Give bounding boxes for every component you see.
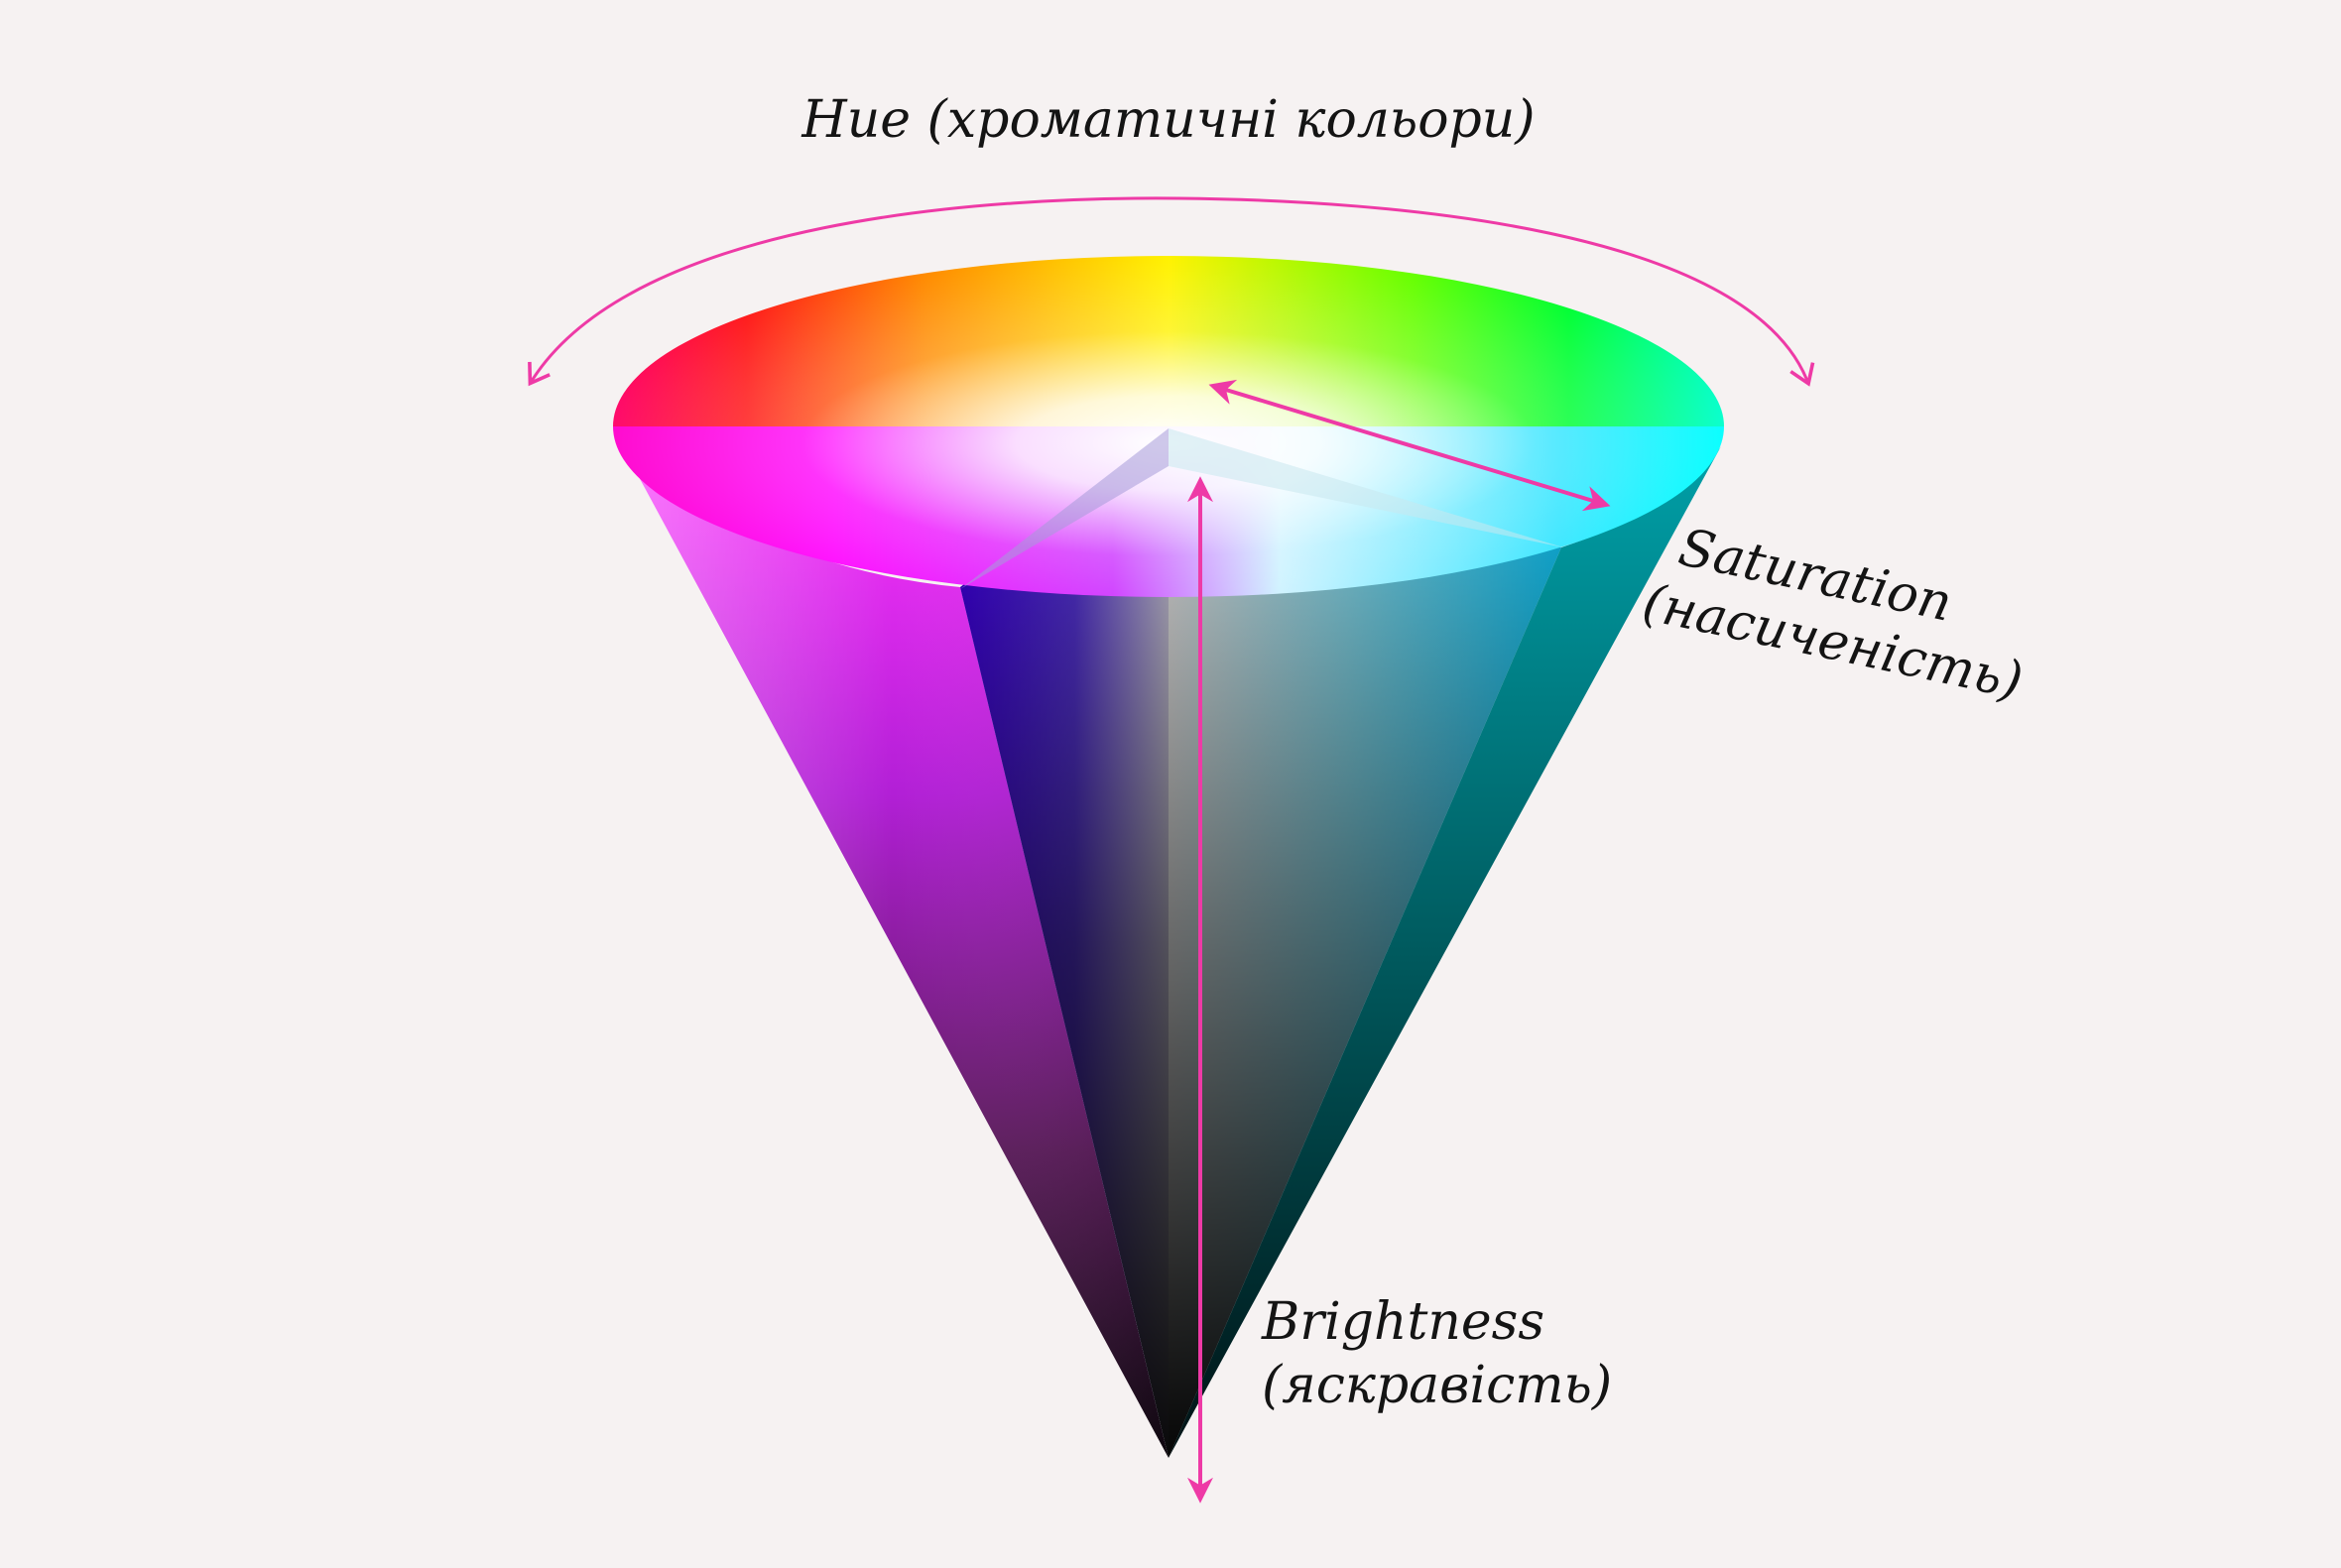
hue-arrow — [528, 196, 1815, 387]
cone-inner-right-wedge-shade — [1169, 428, 1561, 1458]
hue-label: Hue (хроматичні кольори) — [801, 90, 1535, 150]
saturation-arrow — [1208, 379, 1611, 512]
brightness-label-line1: Brightness — [1261, 1292, 1544, 1352]
cutaway-top-left — [960, 428, 1169, 589]
cone-right-face — [1169, 446, 1721, 1458]
cone-inner-left-wedge-shade — [960, 428, 1169, 1458]
brightness-label: Brightness (яскравість) — [1261, 1292, 1612, 1415]
cone-left-face-shade — [617, 436, 1169, 1458]
brightness-label-line2: (яскравість) — [1262, 1356, 1612, 1415]
